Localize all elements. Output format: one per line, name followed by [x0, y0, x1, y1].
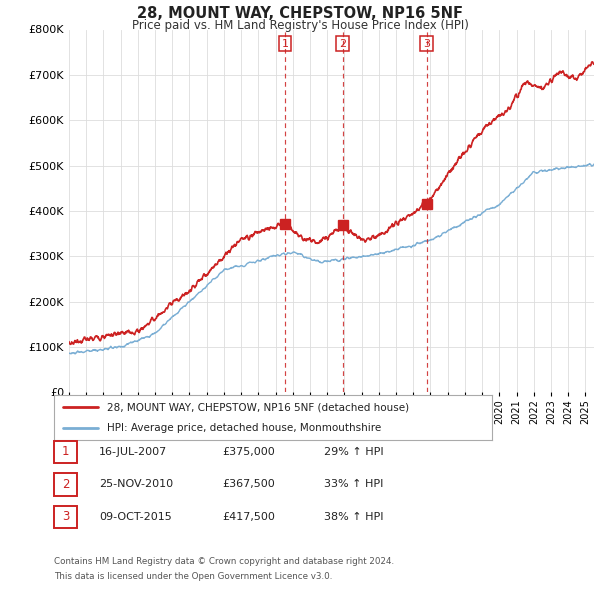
Text: 38% ↑ HPI: 38% ↑ HPI [324, 512, 383, 522]
Text: 25-NOV-2010: 25-NOV-2010 [99, 480, 173, 489]
Text: 3: 3 [423, 38, 430, 48]
Text: 28, MOUNT WAY, CHEPSTOW, NP16 5NF (detached house): 28, MOUNT WAY, CHEPSTOW, NP16 5NF (detac… [107, 402, 409, 412]
Text: 2: 2 [339, 38, 346, 48]
Text: 28, MOUNT WAY, CHEPSTOW, NP16 5NF: 28, MOUNT WAY, CHEPSTOW, NP16 5NF [137, 6, 463, 21]
Text: 3: 3 [62, 510, 69, 523]
Text: £375,000: £375,000 [222, 447, 275, 457]
Text: 1: 1 [281, 38, 289, 48]
Text: 16-JUL-2007: 16-JUL-2007 [99, 447, 167, 457]
Text: 1: 1 [62, 445, 69, 458]
Text: This data is licensed under the Open Government Licence v3.0.: This data is licensed under the Open Gov… [54, 572, 332, 581]
Text: HPI: Average price, detached house, Monmouthshire: HPI: Average price, detached house, Monm… [107, 422, 381, 432]
Text: Contains HM Land Registry data © Crown copyright and database right 2024.: Contains HM Land Registry data © Crown c… [54, 557, 394, 566]
Text: 09-OCT-2015: 09-OCT-2015 [99, 512, 172, 522]
Text: 2: 2 [62, 478, 69, 491]
Text: 33% ↑ HPI: 33% ↑ HPI [324, 480, 383, 489]
Text: £367,500: £367,500 [222, 480, 275, 489]
Text: Price paid vs. HM Land Registry's House Price Index (HPI): Price paid vs. HM Land Registry's House … [131, 19, 469, 32]
Text: 29% ↑ HPI: 29% ↑ HPI [324, 447, 383, 457]
Text: £417,500: £417,500 [222, 512, 275, 522]
